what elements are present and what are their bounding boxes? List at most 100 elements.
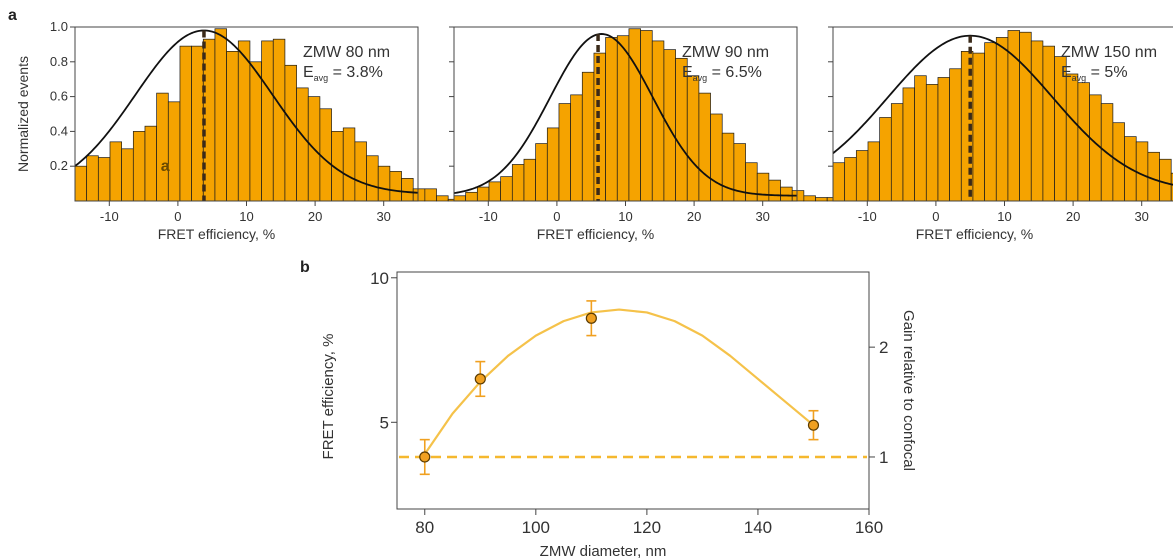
y-axis-title: FRET efficiency, % xyxy=(320,334,337,460)
annotation-zmw-size: ZMW 80 nm xyxy=(303,44,390,61)
histogram-bar xyxy=(412,188,426,202)
histogram-bar xyxy=(156,92,169,202)
histogram-bar xyxy=(191,45,204,202)
histogram-bar xyxy=(1135,141,1149,202)
x-tick-label: 80 xyxy=(415,518,434,537)
x-tick-label: 30 xyxy=(1134,209,1148,224)
data-point xyxy=(585,312,597,324)
histogram-bar xyxy=(616,35,630,202)
histogram-zmw-90: -10 0 10 20 30 FRET efficiency, % ZMW 90 nm Eav… xyxy=(449,26,840,242)
gaussian-fit-curve xyxy=(832,34,1173,186)
panel-label-a: a xyxy=(8,7,17,24)
data-point xyxy=(419,451,431,463)
x-tick-label: -10 xyxy=(100,209,119,224)
x-axis-title: ZMW diameter, nm xyxy=(540,543,667,560)
histogram-bar xyxy=(523,158,536,202)
histogram-bar xyxy=(97,157,111,202)
data-point xyxy=(474,373,486,385)
histogram-bar xyxy=(581,71,595,202)
annotation-mean-efficiency: Eavg = 5% xyxy=(1061,64,1128,83)
histogram-bar xyxy=(249,61,262,202)
histogram-bar xyxy=(132,131,146,202)
histogram-bar xyxy=(436,195,449,202)
x-tick-label: 30 xyxy=(376,209,390,224)
histogram-bar xyxy=(914,75,927,202)
histogram-bar xyxy=(1042,45,1055,202)
x-tick-label: 120 xyxy=(633,518,661,537)
histogram-bar xyxy=(546,127,560,202)
y-tick-label: 1.0 xyxy=(50,19,68,34)
y2-tick-label: 2 xyxy=(879,338,888,357)
annotation-value: = 6.5% xyxy=(707,64,762,81)
annotation-value: = 3.8% xyxy=(328,64,383,81)
histogram-bar xyxy=(214,28,227,202)
histogram-bar xyxy=(925,84,939,202)
histogram-bar xyxy=(768,179,781,202)
histogram-bar xyxy=(377,165,391,202)
histogram-bar xyxy=(1147,151,1160,202)
x-tick-label: 140 xyxy=(744,518,772,537)
x-axis-title: FRET efficiency, % xyxy=(916,226,1033,242)
y-tick-label: 0.6 xyxy=(50,89,68,104)
x-tick-label: 20 xyxy=(308,209,322,224)
histogram-bar xyxy=(815,197,828,202)
histogram-bar xyxy=(698,92,711,202)
histogram-bar xyxy=(721,132,735,202)
histogram-bar xyxy=(855,150,869,202)
histogram-bar xyxy=(890,103,904,202)
x-tick-label: 10 xyxy=(618,209,632,224)
x-tick-label: -10 xyxy=(479,209,498,224)
histogram-bar xyxy=(663,49,676,202)
x-tick-label: 10 xyxy=(997,209,1011,224)
gaussian-fit-curve xyxy=(453,33,798,197)
y-tick-label: 0.4 xyxy=(50,123,68,138)
histogram-bar xyxy=(296,87,309,202)
histogram-bar xyxy=(1170,172,1173,202)
histogram-bar xyxy=(167,101,181,202)
histogram-bar xyxy=(354,141,367,202)
y-axis-title: Normalized events xyxy=(15,56,31,172)
histogram-bar xyxy=(605,37,618,202)
histogram-bar xyxy=(902,87,915,202)
x-tick-label: 100 xyxy=(522,518,550,537)
histogram-bar xyxy=(570,94,583,202)
histogram-bar xyxy=(640,30,653,202)
histogram-bar xyxy=(121,148,134,202)
inner-label: a xyxy=(161,158,170,175)
plot-frame xyxy=(396,271,870,510)
histogram-bar xyxy=(1019,31,1032,202)
fit-curve xyxy=(423,308,815,455)
histogram-bar xyxy=(488,181,501,202)
annotation-zmw-size: ZMW 150 nm xyxy=(1061,44,1157,61)
x-axis-title: FRET efficiency, % xyxy=(537,226,654,242)
annotation-subscript: avg xyxy=(1072,73,1087,83)
x-tick-label: 0 xyxy=(553,209,560,224)
x-tick-label: 160 xyxy=(855,518,883,537)
histogram-bar xyxy=(511,164,525,202)
histogram-bar xyxy=(1077,82,1090,202)
histogram-bar xyxy=(86,155,99,202)
y-tick-label: 0.8 xyxy=(50,54,68,69)
x-tick-label: -10 xyxy=(858,209,877,224)
histogram-bar xyxy=(1065,73,1079,202)
histogram-bar xyxy=(500,176,513,202)
panel-label-b: b xyxy=(300,259,310,276)
histogram-bar xyxy=(867,141,880,202)
histogram-bar xyxy=(284,64,297,202)
histogram-bar xyxy=(342,127,356,202)
histogram-bar xyxy=(686,75,700,202)
histogram-bar xyxy=(424,188,437,202)
histogram-bar xyxy=(844,157,857,202)
annotation-e-symbol: E xyxy=(682,64,693,81)
y-tick-label: 0.2 xyxy=(50,158,68,173)
y2-tick-label: 1 xyxy=(879,448,888,467)
histogram-bar xyxy=(476,186,490,202)
y-tick-label: 10 xyxy=(370,269,389,288)
histogram-zmw-80: -10 0 10 20 30 FRET efficiency, % 0.2 0.4 0.6 0.8… xyxy=(15,19,461,242)
histogram-bar xyxy=(803,195,816,202)
annotation-e-symbol: E xyxy=(1061,64,1072,81)
histogram-bar xyxy=(319,108,332,202)
histogram-bar xyxy=(1159,158,1172,202)
histogram-bar xyxy=(1089,94,1102,202)
